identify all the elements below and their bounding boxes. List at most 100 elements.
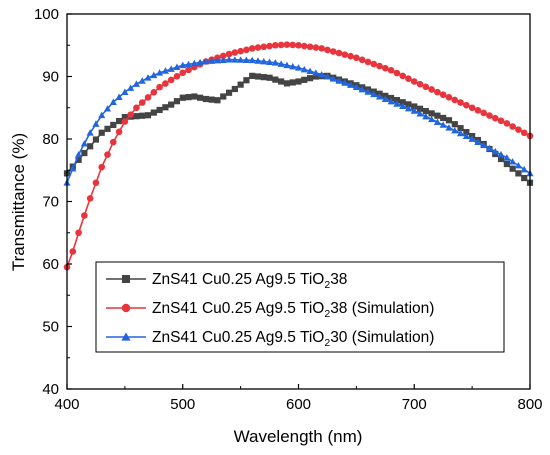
series-3 [63, 56, 534, 186]
data-point [277, 41, 285, 49]
series-1 [63, 72, 534, 186]
data-point [231, 56, 239, 63]
data-point [109, 98, 117, 105]
data-point [243, 46, 250, 54]
data-point [335, 77, 343, 84]
data-point [156, 69, 164, 76]
data-point [439, 121, 447, 128]
data-point [272, 41, 279, 49]
data-point [249, 72, 256, 79]
data-point [329, 75, 337, 82]
data-point [115, 128, 123, 136]
data-point [433, 118, 441, 125]
data-point [439, 91, 447, 99]
data-point [422, 107, 429, 115]
data-point [260, 57, 268, 65]
series-layer [63, 41, 534, 271]
data-point [410, 107, 418, 114]
data-point [173, 98, 181, 105]
data-point [306, 43, 314, 51]
data-point [347, 81, 355, 88]
data-point [81, 212, 88, 219]
x-tick-label: 700 [402, 396, 427, 413]
data-point [156, 83, 163, 91]
data-point [497, 117, 505, 125]
data-point [480, 109, 488, 117]
data-point [254, 73, 262, 80]
data-point [144, 74, 152, 81]
data-point [509, 158, 517, 165]
data-point [266, 74, 273, 81]
data-point [110, 138, 117, 146]
data-point [87, 143, 94, 150]
data-point [416, 80, 424, 88]
x-tick-label: 400 [54, 396, 79, 413]
data-point [162, 104, 169, 111]
legend-marker [121, 303, 131, 313]
data-point [318, 71, 326, 78]
data-point [75, 229, 82, 237]
data-point [265, 58, 274, 65]
x-tick-label: 500 [170, 396, 195, 413]
data-point [422, 83, 430, 91]
data-point [456, 129, 465, 137]
data-point [144, 94, 152, 101]
data-point [405, 101, 412, 108]
data-point [69, 165, 77, 172]
data-point [440, 114, 447, 122]
data-point [312, 69, 320, 76]
data-point [387, 66, 395, 74]
y-tick-label: 100 [34, 6, 59, 23]
data-point [306, 67, 314, 75]
data-point [457, 99, 464, 106]
data-point [306, 75, 314, 82]
data-point [150, 88, 158, 96]
data-point [381, 95, 389, 102]
data-point [364, 58, 372, 66]
data-point [289, 41, 297, 49]
data-point [520, 165, 528, 173]
data-point [185, 94, 192, 101]
y-tick-label: 70 [42, 194, 59, 211]
data-point [300, 42, 308, 50]
data-point [127, 111, 134, 118]
data-point [92, 136, 100, 143]
data-point [254, 44, 262, 51]
data-point [150, 71, 158, 79]
data-point [341, 51, 349, 58]
data-point [190, 59, 198, 67]
data-point [352, 83, 360, 90]
x-axis-label: Wavelength (nm) [234, 427, 363, 446]
data-point [521, 174, 528, 182]
data-point [138, 99, 146, 106]
data-point [254, 57, 262, 64]
data-point [353, 54, 360, 62]
data-point [121, 88, 129, 95]
data-point [370, 60, 378, 68]
data-point [231, 85, 238, 93]
data-point [312, 44, 320, 51]
data-point [283, 61, 291, 69]
data-point [138, 77, 146, 84]
data-point [301, 76, 308, 83]
data-point [237, 47, 244, 55]
data-point [156, 106, 163, 114]
data-point [225, 89, 233, 96]
data-point [121, 118, 129, 125]
data-point [463, 101, 470, 109]
data-point [445, 124, 453, 131]
data-point [75, 156, 82, 163]
data-point [463, 129, 470, 136]
data-point [324, 46, 331, 54]
ticks-layer: 400 500 600 700 800 40 50 60 70 80 90 100 [34, 6, 543, 413]
data-point [503, 120, 511, 127]
data-point [173, 73, 181, 80]
legend-marker [122, 275, 130, 283]
data-point [399, 102, 407, 110]
data-point [277, 60, 285, 67]
y-tick-label: 90 [42, 69, 59, 86]
data-point [318, 45, 325, 52]
data-point [341, 79, 349, 86]
data-point [86, 195, 94, 202]
y-tick-label: 80 [42, 131, 59, 148]
